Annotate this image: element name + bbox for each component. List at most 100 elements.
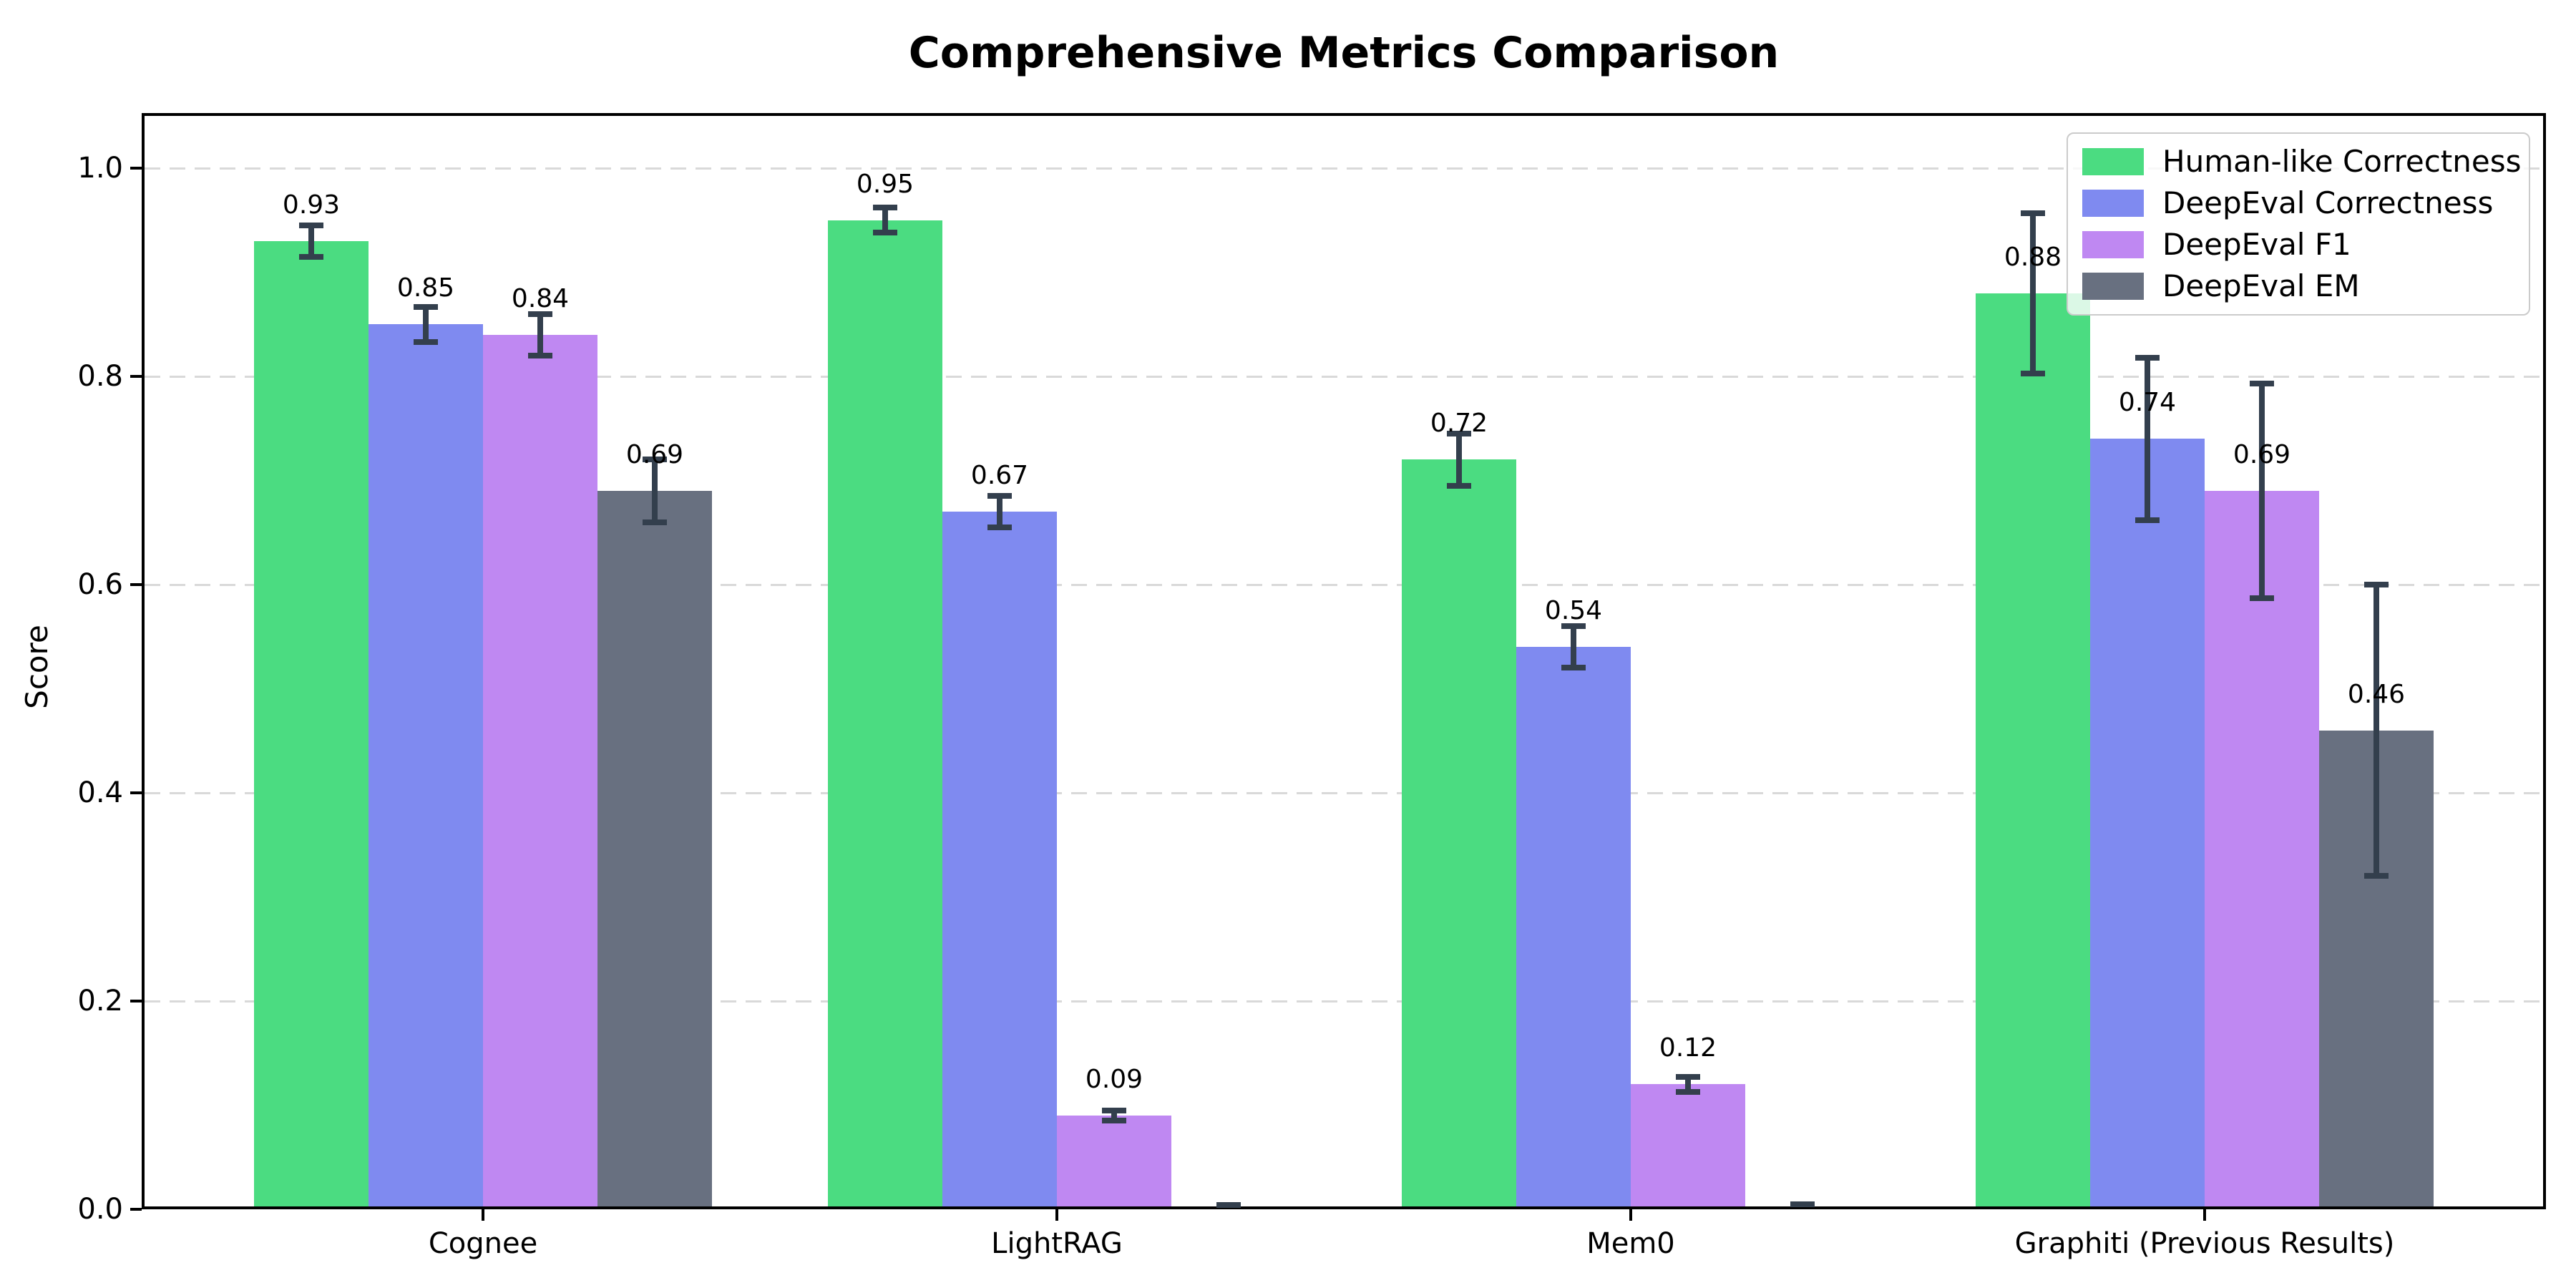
legend-item: DeepEval Correctness — [2082, 185, 2514, 220]
bar — [483, 334, 597, 1206]
bar-value-label: 0.09 — [1085, 1065, 1143, 1095]
error-bar — [2259, 384, 2265, 598]
legend-swatch — [2082, 148, 2144, 176]
legend-item: Human-like Correctness — [2082, 145, 2522, 178]
error-bar-cap — [1102, 1118, 1126, 1124]
gridline — [145, 167, 2543, 170]
bar — [254, 240, 369, 1206]
error-bar-cap — [643, 519, 667, 525]
bar-value-label: 0.93 — [282, 190, 341, 220]
y-axis-label: Score — [19, 625, 54, 709]
error-bar — [537, 313, 543, 356]
error-bar-cap — [873, 230, 897, 236]
chart-title: Comprehensive Metrics Comparison — [908, 28, 1780, 78]
bar-value-label: 0.74 — [2118, 388, 2177, 418]
legend-label: DeepEval Correctness — [2162, 185, 2494, 220]
bar-value-label: 0.67 — [970, 461, 1029, 491]
y-tick-mark — [130, 375, 142, 378]
legend: Human-like Correctness DeepEval Correctne… — [2067, 132, 2530, 316]
error-bar — [1571, 626, 1576, 668]
bar — [369, 324, 483, 1206]
error-bar-cap — [987, 524, 1012, 530]
error-bar-cap — [2364, 873, 2389, 879]
y-tick-mark — [130, 1000, 142, 1002]
legend-label: Human-like Correctness — [2162, 144, 2522, 179]
bar — [942, 512, 1057, 1206]
y-tick-mark — [130, 791, 142, 794]
bar-value-label: 0.69 — [2233, 440, 2291, 470]
error-bar — [1685, 1077, 1691, 1092]
error-bar-cap — [2135, 517, 2160, 523]
gridline — [145, 376, 2543, 378]
error-bar-cap — [528, 352, 552, 358]
x-tick-mark — [2203, 1209, 2206, 1221]
y-tick-label: 0.0 — [77, 1193, 123, 1226]
y-tick-label: 0.8 — [77, 360, 123, 393]
error-bar-cap — [1216, 1202, 1241, 1209]
error-bar-cap — [1447, 482, 1471, 489]
bar — [2090, 439, 2205, 1206]
error-bar-cap — [1676, 1074, 1700, 1080]
legend-label: DeepEval F1 — [2162, 226, 2351, 262]
bar — [1057, 1116, 1171, 1206]
error-bar-cap — [414, 338, 438, 345]
error-bar — [2145, 357, 2150, 520]
gridline — [145, 792, 2543, 794]
bar — [2205, 491, 2319, 1206]
error-bar-cap — [2135, 354, 2160, 361]
error-bar-cap — [873, 205, 897, 211]
x-tick-mark — [1629, 1209, 1632, 1221]
x-tick-label: Graphiti (Previous Results) — [2014, 1227, 2395, 1260]
bar-value-label: 0.72 — [1430, 409, 1488, 439]
x-tick-mark — [1055, 1209, 1058, 1221]
error-bar-cap — [1102, 1107, 1126, 1113]
x-tick-label: LightRAG — [991, 1227, 1123, 1260]
gridline — [145, 1000, 2543, 1002]
error-bar-cap — [2250, 381, 2274, 387]
legend-label: DeepEval EM — [2162, 268, 2360, 303]
error-bar-cap — [987, 493, 1012, 499]
bar-value-label: 0.84 — [511, 283, 570, 313]
error-bar-cap — [1447, 431, 1471, 437]
bar-value-label: 0.95 — [856, 169, 914, 199]
error-bar-cap — [2021, 210, 2045, 216]
y-tick-mark — [130, 583, 142, 586]
gridline — [145, 584, 2543, 586]
error-bar — [1456, 434, 1462, 486]
bar — [1516, 647, 1631, 1206]
error-bar-cap — [2250, 595, 2274, 601]
bar-value-label: 0.69 — [625, 440, 684, 470]
y-tick-mark — [130, 1208, 142, 1211]
error-bar — [308, 225, 314, 257]
error-bar-cap — [414, 303, 438, 310]
error-bar-cap — [528, 311, 552, 317]
error-bar-cap — [2364, 582, 2389, 587]
bar-value-label: 0.88 — [2004, 242, 2062, 272]
y-tick-label: 0.6 — [77, 568, 123, 601]
error-bar-cap — [1676, 1088, 1700, 1095]
error-bar-cap — [1790, 1201, 1815, 1207]
error-bar-cap — [299, 223, 323, 229]
legend-swatch — [2082, 190, 2144, 218]
error-bar — [882, 208, 888, 233]
y-tick-mark — [130, 167, 142, 170]
error-bar — [423, 306, 429, 342]
legend-swatch — [2082, 272, 2144, 300]
legend-swatch — [2082, 230, 2144, 258]
y-tick-label: 0.2 — [77, 985, 123, 1018]
bar-value-label: 0.46 — [2347, 679, 2406, 709]
bar — [1631, 1084, 1745, 1206]
error-bar-cap — [299, 253, 323, 260]
legend-item: DeepEval EM — [2082, 268, 2514, 303]
error-bar — [652, 459, 658, 522]
x-tick-label: Cognee — [428, 1227, 538, 1260]
bar — [1976, 293, 2090, 1206]
y-tick-label: 1.0 — [77, 152, 123, 185]
y-tick-label: 0.4 — [77, 776, 123, 809]
x-tick-mark — [482, 1209, 484, 1221]
bar-value-label: 0.12 — [1659, 1033, 1717, 1063]
legend-item: DeepEval F1 — [2082, 228, 2514, 261]
error-bar-cap — [2021, 370, 2045, 376]
error-bar — [2373, 585, 2379, 877]
